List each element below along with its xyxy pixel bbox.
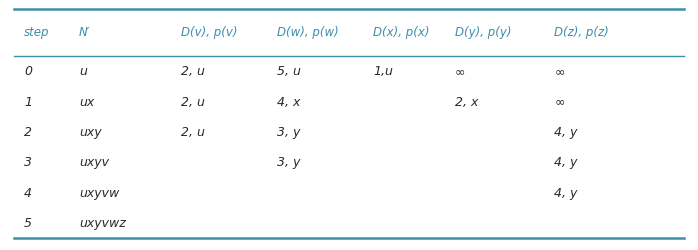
Text: uxyvwz: uxyvwz <box>79 216 126 229</box>
Text: 5, u: 5, u <box>277 65 301 78</box>
Text: 2: 2 <box>24 126 32 138</box>
Text: uxyvw: uxyvw <box>79 186 119 199</box>
Text: 2, u: 2, u <box>181 95 205 108</box>
Text: D(y), p(y): D(y), p(y) <box>455 26 512 38</box>
Text: 4: 4 <box>24 186 32 199</box>
Text: 3: 3 <box>24 156 32 169</box>
Text: 3, y: 3, y <box>277 126 301 138</box>
Text: D(w), p(w): D(w), p(w) <box>277 26 339 38</box>
Text: ∞: ∞ <box>455 65 466 78</box>
Text: step: step <box>24 26 50 38</box>
Text: D(z), p(z): D(z), p(z) <box>554 26 609 38</box>
Text: D(x), p(x): D(x), p(x) <box>373 26 429 38</box>
Text: 2, u: 2, u <box>181 126 205 138</box>
Text: ux: ux <box>79 95 94 108</box>
Text: 4, y: 4, y <box>554 156 577 169</box>
Text: uxy: uxy <box>79 126 101 138</box>
Text: 0: 0 <box>24 65 32 78</box>
Text: 3, y: 3, y <box>277 156 301 169</box>
Text: D(v), p(v): D(v), p(v) <box>181 26 238 38</box>
Text: 4, y: 4, y <box>554 126 577 138</box>
Text: ∞: ∞ <box>554 95 565 108</box>
Text: 5: 5 <box>24 216 32 229</box>
Text: uxyv: uxyv <box>79 156 109 169</box>
Text: N′: N′ <box>79 26 90 38</box>
Text: 2, x: 2, x <box>455 95 478 108</box>
Text: 1: 1 <box>24 95 32 108</box>
Text: 2, u: 2, u <box>181 65 205 78</box>
Text: ∞: ∞ <box>554 65 565 78</box>
Text: 4, x: 4, x <box>277 95 301 108</box>
Text: u: u <box>79 65 87 78</box>
Text: 4, y: 4, y <box>554 186 577 199</box>
Text: 1,u: 1,u <box>373 65 393 78</box>
